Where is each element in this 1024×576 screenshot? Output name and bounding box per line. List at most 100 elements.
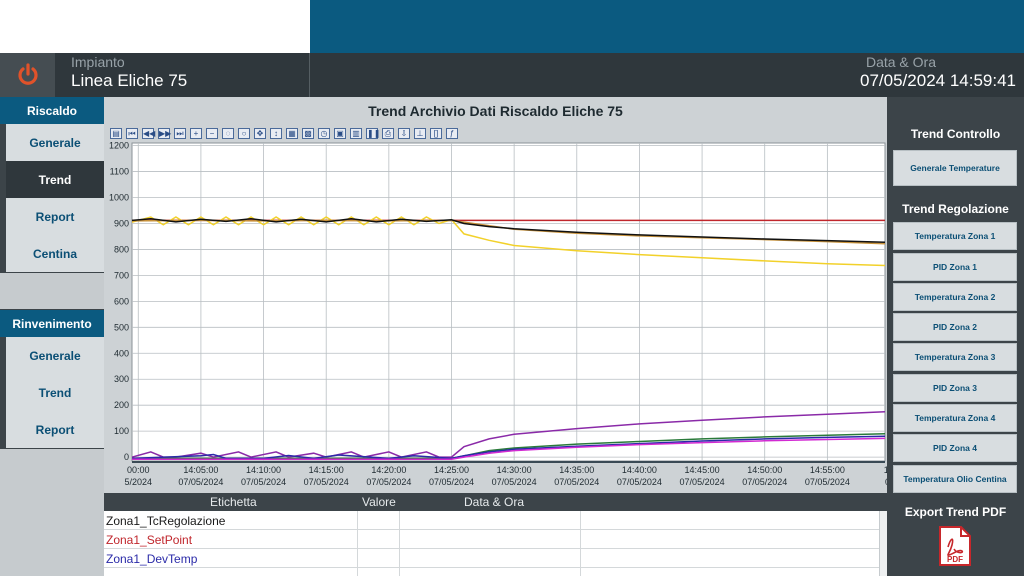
- nav-riscaldo-trend[interactable]: Trend: [6, 161, 104, 198]
- generale-temperature-button[interactable]: Generale Temperature: [893, 150, 1017, 186]
- nav-rinvenimento-report[interactable]: Report: [6, 411, 104, 448]
- top-blank-area: [0, 0, 310, 53]
- zoom-out-icon[interactable]: −: [206, 127, 218, 139]
- column-divider: [399, 511, 400, 576]
- table-row[interactable]: Zona1_TcRegolazione: [104, 511, 880, 530]
- x-tick-time: 14:55:00: [810, 465, 845, 475]
- table-header: Etichetta Valore Data & Ora: [104, 493, 887, 511]
- datetime-value: 07/05/2024 14:59:41: [860, 71, 1016, 90]
- temperatura-zona-4-button[interactable]: Temperatura Zona 4: [893, 404, 1017, 432]
- header-valore: Valore: [362, 495, 396, 509]
- axis-icon[interactable]: ↕: [270, 127, 282, 139]
- top-bar: [310, 0, 1024, 53]
- x-tick-date: 07/05/2024: [617, 477, 662, 487]
- ruler-icon[interactable]: ⊥: [414, 127, 426, 139]
- pdf-export-icon[interactable]: PDF: [937, 525, 972, 567]
- temperatura-zona-2-button[interactable]: Temperatura Zona 2: [893, 283, 1017, 311]
- nav-empty-area: [0, 449, 104, 576]
- trend-panel: Trend Archivio Dati Riscaldo Eliche 75 ▤…: [104, 97, 887, 576]
- y-tick-label: 300: [114, 374, 129, 384]
- y-tick-label: 800: [114, 244, 129, 254]
- nav-rinvenimento-trend[interactable]: Trend: [6, 374, 104, 411]
- nav-riscaldo-generale[interactable]: Generale: [6, 124, 104, 161]
- y-tick-label: 200: [114, 400, 129, 410]
- left-navigation: Riscaldo Generale Trend Report Centina R…: [0, 97, 104, 576]
- y-tick-label: 900: [114, 218, 129, 228]
- nav-group-riscaldo: Riscaldo: [0, 97, 104, 124]
- trend-title: Trend Archivio Dati Riscaldo Eliche 75: [368, 103, 623, 119]
- x-tick-time: 14:45:00: [685, 465, 720, 475]
- table-scrollbar[interactable]: [879, 511, 887, 576]
- x-tick-date: 07/05/2024: [554, 477, 599, 487]
- nav-riscaldo-centina[interactable]: Centina: [6, 235, 104, 272]
- x-tick-date: 07/05/2024: [178, 477, 223, 487]
- x-tick-date: 07/05/2024: [805, 477, 850, 487]
- series-line: [132, 437, 885, 460]
- series-line: [132, 216, 885, 267]
- compare-icon[interactable]: ▥: [350, 127, 362, 139]
- series-line: [132, 218, 885, 243]
- table-row[interactable]: Zona1_DevTemp: [104, 549, 880, 568]
- export-trend-pdf-title: Export Trend PDF: [904, 505, 1007, 519]
- trend-toolbar: ▤ ⏮ ◀◀ ▶▶ ⏭ + − ◌ ○ ✥ ↕ ▦ ▩ ◷ ▣ ▥ ❚❚ ⎙ ⇩…: [110, 127, 458, 139]
- plant-info: Impianto Linea Eliche 75: [62, 53, 310, 97]
- axis-baseline: [132, 461, 885, 463]
- x-tick-time: 15:: [884, 465, 887, 475]
- nav-riscaldo-report[interactable]: Report: [6, 198, 104, 235]
- select-icon[interactable]: ▣: [334, 127, 346, 139]
- trend-chart[interactable]: 0 100 200 300 400 500 600 700 800 900 1000 1100 1200…: [104, 141, 887, 489]
- x-tick-date: 07/05/2024: [241, 477, 286, 487]
- rewind-icon[interactable]: ◀◀: [142, 127, 156, 139]
- datetime-label: Data & Ora: [865, 54, 936, 70]
- trend-regolazione-title: Trend Regolazione: [902, 202, 1009, 216]
- zoom-in-icon[interactable]: +: [190, 127, 202, 139]
- clock-icon[interactable]: ◷: [318, 127, 330, 139]
- temperatura-zona-1-button[interactable]: Temperatura Zona 1: [893, 222, 1017, 250]
- x-tick-time: 14:20:00: [371, 465, 406, 475]
- x-tick-date: 07/05/2024: [742, 477, 787, 487]
- export-icon[interactable]: ⇩: [398, 127, 410, 139]
- x-tick-date: 07/05/2024: [492, 477, 537, 487]
- x-tick-date: 5/2024: [124, 477, 152, 487]
- grid-icon[interactable]: ▩: [302, 127, 314, 139]
- zoom-reset-icon[interactable]: ○: [238, 127, 250, 139]
- y-tick-label: 1100: [110, 167, 129, 177]
- y-tick-label: 1000: [109, 193, 129, 203]
- table-row[interactable]: Zona1_SetPoint: [104, 530, 880, 549]
- nav-rinvenimento-generale[interactable]: Generale: [6, 337, 104, 374]
- pause-icon[interactable]: ❚❚: [366, 127, 381, 139]
- x-tick-time: 14:30:00: [497, 465, 532, 475]
- temperatura-zona-3-button[interactable]: Temperatura Zona 3: [893, 343, 1017, 371]
- pid-zona-2-button[interactable]: PID Zona 2: [893, 313, 1017, 341]
- x-tick-date: 07/05/2024: [429, 477, 474, 487]
- row-label: Zona1_TcRegolazione: [106, 514, 226, 528]
- right-panel: Trend Controllo Generale Temperature Tre…: [887, 97, 1024, 576]
- zoom-area-icon[interactable]: ◌: [222, 127, 234, 139]
- power-icon: [17, 63, 38, 85]
- x-tick-time: 14:25:00: [434, 465, 469, 475]
- header-bar: Impianto Linea Eliche 75 Data & Ora 07/0…: [0, 53, 1024, 97]
- bracket-icon[interactable]: []: [430, 127, 442, 139]
- values-table: Etichetta Valore Data & Ora Zona1_TcRego…: [104, 493, 887, 576]
- x-tick-date: 07/05/2024: [366, 477, 411, 487]
- column-divider: [580, 511, 581, 576]
- config-icon[interactable]: ▤: [110, 127, 122, 139]
- function-icon[interactable]: ƒ: [446, 127, 458, 139]
- forward-icon[interactable]: ▶▶: [158, 127, 172, 139]
- x-tick-time: 14:35:00: [559, 465, 594, 475]
- y-tick-label: 400: [114, 348, 129, 358]
- table-icon[interactable]: ▦: [286, 127, 298, 139]
- row-label: Zona1_DevTemp: [106, 552, 198, 566]
- print-icon[interactable]: ⎙: [382, 127, 394, 139]
- pid-zona-4-button[interactable]: PID Zona 4: [893, 434, 1017, 462]
- first-icon[interactable]: ⏮: [126, 127, 138, 139]
- move-icon[interactable]: ✥: [254, 127, 266, 139]
- x-tick-time: 14:05:00: [183, 465, 218, 475]
- power-button[interactable]: [0, 53, 55, 97]
- temperatura-olio-centina-button[interactable]: Temperatura Olio Centina: [893, 465, 1017, 493]
- plot-area: [131, 142, 886, 462]
- last-icon[interactable]: ⏭: [174, 127, 186, 139]
- y-tick-label: 600: [114, 296, 129, 306]
- pid-zona-1-button[interactable]: PID Zona 1: [893, 253, 1017, 281]
- pid-zona-3-button[interactable]: PID Zona 3: [893, 374, 1017, 402]
